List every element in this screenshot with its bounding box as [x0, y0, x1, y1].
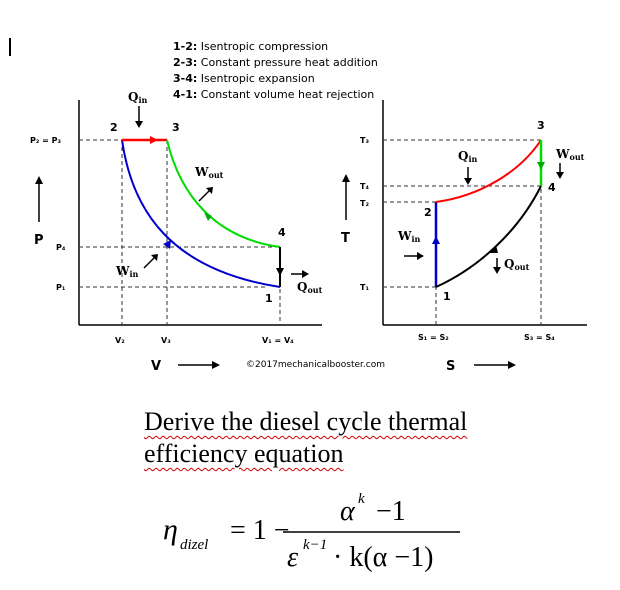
ts-x-axis-title: S — [446, 359, 455, 374]
pv-win-label: Win — [115, 264, 139, 279]
pv-x-axis-title: V — [151, 359, 161, 374]
ts-qin-label: Qin — [458, 149, 477, 164]
ts-tick-t3: T₃ — [360, 136, 369, 145]
legend-step-2-3: 2-3: Constant pressure heat addition — [173, 56, 378, 69]
ts-green-arrowhead — [537, 162, 545, 170]
pv-guide-lines — [79, 139, 281, 325]
ts-black-arrowhead — [488, 245, 498, 253]
formula-denominator-exponent: k−1 — [303, 537, 327, 553]
ts-wout-label: Wout — [555, 147, 585, 162]
pv-blue-arrowhead — [163, 240, 171, 249]
pv-tick-p1: P₁ — [56, 283, 66, 292]
pv-expansion-curve — [166, 139, 281, 248]
pv-y-arrow-icon — [35, 176, 43, 184]
text-cursor — [9, 38, 11, 56]
ts-heat-addition-curve — [435, 139, 542, 203]
pv-point-4: 4 — [278, 226, 286, 239]
formula-eta: η — [163, 513, 178, 546]
formula-denominator-rest: · k(α −1) — [333, 542, 433, 573]
pv-black-arrowhead — [276, 268, 284, 276]
ts-tick-t4: T₄ — [360, 182, 369, 191]
formula-equals-one-minus: = 1 − — [230, 515, 290, 546]
pv-win-arrow-icon — [151, 254, 158, 261]
pv-wout-label: Wout — [194, 165, 224, 180]
pv-qout-arrow-icon — [302, 270, 309, 278]
pv-qout-label: Qout — [297, 280, 323, 295]
formula-numerator-minus-one: −1 — [376, 496, 406, 527]
ts-y-arrow-icon — [342, 174, 350, 182]
ts-tick-t2: T₂ — [360, 199, 369, 208]
pv-qin-label: Qin — [128, 90, 147, 105]
ts-qin-arrow-icon — [464, 178, 472, 185]
pv-qin-arrow-icon — [135, 121, 143, 128]
pv-tick-p4: P₄ — [56, 243, 66, 252]
formula-numerator-alpha: α — [340, 496, 356, 527]
formula-numerator-exponent: k — [358, 491, 365, 507]
ts-tick-t1: T₁ — [360, 283, 369, 292]
pv-point-3: 3 — [172, 121, 180, 134]
legend-step-1-2: 1-2: Isentropic compression — [173, 40, 328, 53]
formula-eta-subscript: dizel — [180, 537, 208, 553]
ts-win-label: Win — [397, 229, 421, 244]
ts-qout-arrow-icon — [493, 267, 501, 274]
ts-qout-label: Qout — [504, 257, 530, 272]
ts-wout-arrow-icon — [556, 172, 564, 179]
efficiency-formula: η dizel = 1 − α k −1 ε k−1 · k(α −1) — [163, 491, 460, 573]
legend-step-3-4: 3-4: Isentropic expansion — [173, 72, 315, 85]
pv-x-arrow-icon — [212, 361, 220, 369]
ts-tick-s1-s2: S₁ = S₂ — [418, 333, 449, 342]
legend-step-4-1: 4-1: Constant volume heat rejection — [173, 88, 374, 101]
ts-tick-s3-s4: S₃ = S₄ — [524, 333, 555, 342]
process-legend: 1-2: Isentropic compression 2-3: Constan… — [173, 40, 378, 101]
pv-win-arrow-shaft — [143, 256, 156, 269]
pv-red-arrowhead — [150, 136, 158, 144]
pv-tick-v3: V₃ — [161, 336, 171, 345]
pv-diagram: Qin Wout Win Qout 2 3 4 1 P₂ = P₃ P₄ P₁ … — [30, 90, 323, 374]
ts-win-arrow-icon — [417, 252, 424, 260]
pv-point-1: 1 — [265, 292, 273, 305]
ts-point-4: 4 — [548, 181, 556, 194]
pv-wout-arrow-icon — [206, 187, 213, 194]
pv-compression-curve — [121, 139, 281, 288]
pv-tick-p2-p3: P₂ = P₃ — [30, 136, 62, 145]
ts-diagram: Qin Wout Win Qout 2 3 4 1 T₃ T₄ T₂ T₁ S₁… — [341, 100, 587, 374]
ts-y-axis-title: T — [341, 231, 350, 246]
task-line-2: efficiency equation — [144, 439, 344, 468]
ts-x-arrow-icon — [508, 361, 516, 369]
pv-tick-v1-v4: V₁ = V₄ — [262, 336, 294, 345]
ts-point-1: 1 — [443, 290, 451, 303]
pv-y-axis-title: P — [34, 233, 44, 248]
pv-point-2: 2 — [110, 121, 118, 134]
formula-denominator-epsilon: ε — [287, 542, 298, 573]
pv-green-arrowhead — [204, 212, 212, 221]
ts-blue-arrowhead — [432, 236, 440, 244]
ts-point-2: 2 — [424, 206, 432, 219]
task-statement: Derive the diesel cycle thermal efficien… — [144, 406, 504, 470]
pv-wout-arrow-shaft — [198, 189, 211, 202]
ts-point-3: 3 — [537, 119, 545, 132]
pv-tick-v2: V₂ — [115, 336, 125, 345]
task-line-1: Derive the diesel cycle thermal — [144, 407, 468, 436]
copyright-text: ©2017mechanicalbooster.com — [246, 360, 385, 370]
